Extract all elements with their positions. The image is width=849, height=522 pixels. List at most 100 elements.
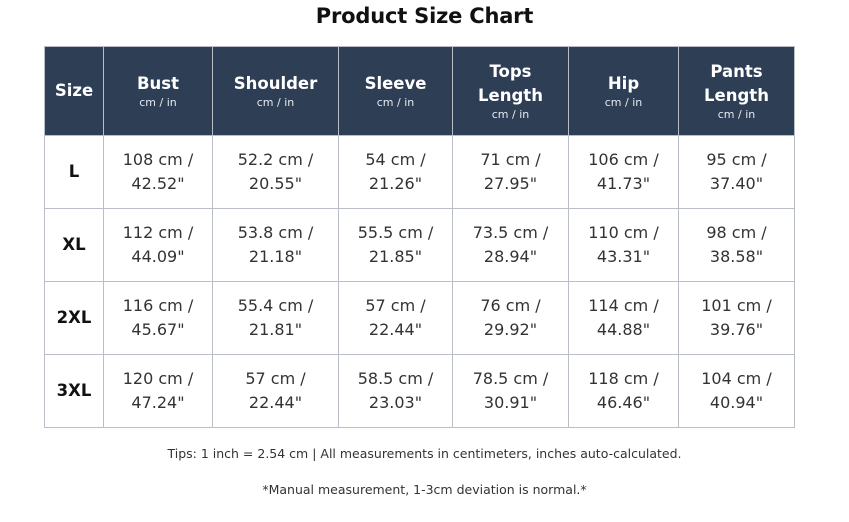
measurement-cell: 58.5 cm / 23.03" [338, 354, 453, 428]
header-label: Sleeve [364, 74, 427, 93]
measurement-cell: 52.2 cm / 20.55" [212, 135, 339, 209]
cm-value: 95 cm / [706, 150, 767, 169]
size-label: XL [44, 208, 104, 282]
header-unit: cm / in [256, 96, 295, 109]
table-body: L 108 cm / 42.52" 52.2 cm / 20.55" 54 cm / 21.… [44, 135, 795, 428]
size-label: 3XL [44, 354, 104, 428]
size-chart-table: Size Bust cm / in Shoulder cm / in Sleeve c… [44, 46, 795, 428]
inch-value: 41.73" [596, 174, 651, 193]
cm-value: 55.4 cm / [237, 296, 314, 315]
inch-value: 20.55" [248, 174, 303, 193]
inch-value: 29.92" [483, 320, 538, 339]
header-shoulder: Shoulder cm / in [212, 46, 339, 136]
cm-value: 112 cm / [122, 223, 194, 242]
inch-value: 22.44" [368, 320, 423, 339]
cm-value: 114 cm / [588, 296, 659, 315]
measurement-cell: 55.4 cm / 21.81" [212, 281, 339, 355]
inch-value: 21.81" [248, 320, 303, 339]
inch-value: 47.24" [131, 393, 185, 412]
measurement-cell: 118 cm / 46.46" [568, 354, 679, 428]
measurement-cell: 57 cm / 22.44" [212, 354, 339, 428]
cm-value: 73.5 cm / [472, 223, 549, 242]
header-bust: Bust cm / in [103, 46, 213, 136]
page-title: Product Size Chart [315, 4, 534, 28]
table-row: 2XL 116 cm / 45.67" 55.4 cm / 21.81" 57 cm / 2… [44, 281, 795, 355]
table-header-row: Size Bust cm / in Shoulder cm / in Sleeve c… [44, 46, 795, 136]
measurement-cell: 71 cm / 27.95" [452, 135, 569, 209]
measurement-cell: 95 cm / 37.40" [678, 135, 795, 209]
measurement-cell: 57 cm / 22.44" [338, 281, 453, 355]
measurement-cell: 116 cm / 45.67" [103, 281, 213, 355]
cm-value: 120 cm / [122, 369, 194, 388]
table-row: XL 112 cm / 44.09" 53.8 cm / 21.18" 55.5 cm /… [44, 208, 795, 282]
cm-value: 78.5 cm / [472, 369, 549, 388]
cm-value: 101 cm / [701, 296, 772, 315]
cm-value: 58.5 cm / [357, 369, 434, 388]
measurement-cell: 112 cm / 44.09" [103, 208, 213, 282]
header-label: Pants Length [704, 62, 769, 105]
cm-value: 57 cm / [365, 296, 426, 315]
deviation-note: *Manual measurement, 1-3cm deviation is … [262, 482, 587, 497]
measurement-cell: 106 cm / 41.73" [568, 135, 679, 209]
inch-value: 21.18" [248, 247, 303, 266]
cm-value: 98 cm / [706, 223, 767, 242]
inch-value: 22.44" [248, 393, 303, 412]
cm-value: 118 cm / [588, 369, 659, 388]
cm-value: 55.5 cm / [357, 223, 434, 242]
header-sleeve: Sleeve cm / in [338, 46, 453, 136]
measurement-cell: 98 cm / 38.58" [678, 208, 795, 282]
inch-value: 23.03" [368, 393, 423, 412]
header-label: Shoulder [233, 74, 318, 93]
cm-value: 52.2 cm / [237, 150, 314, 169]
header-tops-length: Tops Length cm / in [452, 46, 569, 136]
table-row: L 108 cm / 42.52" 52.2 cm / 20.55" 54 cm / 21.… [44, 135, 795, 209]
inch-value: 43.31" [596, 247, 651, 266]
cm-value: 104 cm / [701, 369, 772, 388]
header-size: Size [44, 46, 104, 136]
inch-value: 27.95" [483, 174, 538, 193]
size-label: 2XL [44, 281, 104, 355]
inch-value: 42.52" [131, 174, 185, 193]
header-unit: cm / in [491, 108, 530, 121]
cm-value: 53.8 cm / [237, 223, 314, 242]
header-pants-length: Pants Length cm / in [678, 46, 795, 136]
measurement-cell: 53.8 cm / 21.18" [212, 208, 339, 282]
inch-value: 40.94" [709, 393, 764, 412]
inch-value: 30.91" [483, 393, 538, 412]
header-label: Tops Length [478, 62, 543, 105]
cm-value: 106 cm / [588, 150, 659, 169]
cm-value: 54 cm / [365, 150, 426, 169]
cm-value: 57 cm / [245, 369, 306, 388]
measurement-cell: 104 cm / 40.94" [678, 354, 795, 428]
inch-value: 44.88" [596, 320, 651, 339]
measurement-cell: 110 cm / 43.31" [568, 208, 679, 282]
measurement-cell: 108 cm / 42.52" [103, 135, 213, 209]
cm-value: 116 cm / [122, 296, 194, 315]
inch-value: 39.76" [709, 320, 764, 339]
inch-value: 28.94" [483, 247, 538, 266]
inch-value: 44.09" [131, 247, 185, 266]
measurement-cell: 101 cm / 39.76" [678, 281, 795, 355]
cm-value: 110 cm / [588, 223, 659, 242]
measurement-cell: 73.5 cm / 28.94" [452, 208, 569, 282]
header-unit: cm / in [376, 96, 415, 109]
measurement-cell: 114 cm / 44.88" [568, 281, 679, 355]
cm-value: 76 cm / [480, 296, 541, 315]
cm-value: 71 cm / [480, 150, 541, 169]
inch-value: 37.40" [709, 174, 764, 193]
header-hip: Hip cm / in [568, 46, 679, 136]
header-unit: cm / in [717, 108, 756, 121]
inch-value: 46.46" [596, 393, 651, 412]
measurement-cell: 54 cm / 21.26" [338, 135, 453, 209]
inch-value: 21.26" [368, 174, 423, 193]
header-label: Hip [607, 74, 640, 93]
measurement-cell: 55.5 cm / 21.85" [338, 208, 453, 282]
tips-text: Tips: 1 inch = 2.54 cm | All measurement… [167, 446, 682, 461]
header-unit: cm / in [139, 96, 177, 109]
header-label: Bust [136, 74, 180, 93]
header-unit: cm / in [604, 96, 643, 109]
table-row: 3XL 120 cm / 47.24" 57 cm / 22.44" 58.5 cm / 2… [44, 354, 795, 428]
cm-value: 108 cm / [122, 150, 194, 169]
inch-value: 45.67" [131, 320, 185, 339]
measurement-cell: 76 cm / 29.92" [452, 281, 569, 355]
